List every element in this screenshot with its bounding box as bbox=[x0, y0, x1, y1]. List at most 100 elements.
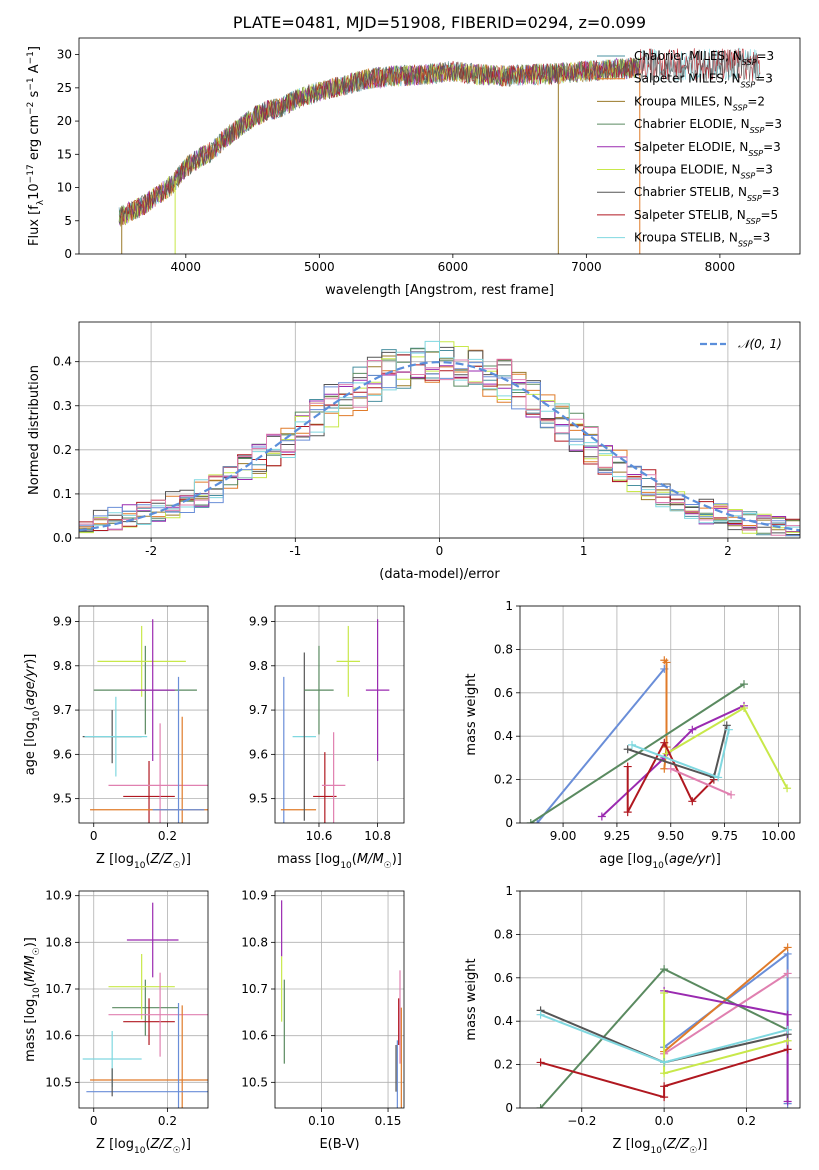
y-tick-label: 10.9 bbox=[241, 889, 268, 903]
mass-weight-marker bbox=[783, 1025, 792, 1034]
x-axis-label: Z [log10(Z/Z☉)] bbox=[613, 1137, 708, 1156]
y-tick-label: 9.5 bbox=[249, 792, 268, 806]
legend-entry: Salpeter ELODIE, NSSP=3 bbox=[634, 140, 781, 158]
y-tick-label: 10.8 bbox=[241, 935, 268, 949]
mass-weight-marker bbox=[714, 773, 723, 782]
y-tick-label: 0.8 bbox=[494, 927, 513, 941]
x-tick-label: 10.00 bbox=[761, 829, 795, 843]
mass-weight-line bbox=[601, 704, 745, 818]
mass-weight-marker bbox=[688, 797, 697, 806]
x-tick-label: 0.15 bbox=[375, 1114, 402, 1128]
x-tick-label: 10.6 bbox=[306, 829, 333, 843]
mass-weight-marker bbox=[688, 725, 697, 734]
y-tick-label: 0 bbox=[505, 1101, 513, 1115]
x-tick-label: 0 bbox=[436, 544, 444, 558]
legend-entry: Salpeter MILES, NSSP=3 bbox=[634, 72, 773, 90]
mass-weight-marker bbox=[783, 969, 792, 978]
legend-entry: Chabrier STELIB, NSSP=3 bbox=[634, 185, 779, 203]
histogram-series bbox=[79, 358, 800, 538]
legend-entry: 𝒩(0, 1) bbox=[738, 337, 782, 351]
y-tick-label: 30 bbox=[57, 48, 72, 62]
y-tick-label: 0.3 bbox=[53, 399, 72, 413]
x-tick-label: 10.8 bbox=[364, 829, 391, 843]
x-axis-label: age [log10(age/yr)] bbox=[599, 852, 721, 871]
mass-weight-marker bbox=[623, 762, 632, 771]
y-tick-label: 10.6 bbox=[45, 1029, 72, 1043]
x-tick-label: −0.2 bbox=[567, 1114, 596, 1128]
errorbar-group bbox=[281, 900, 402, 1108]
x-tick-label: 8000 bbox=[705, 260, 736, 274]
mass-weight-marker bbox=[536, 1058, 545, 1067]
x-axis-label: mass [log10(M/M☉)] bbox=[277, 852, 402, 871]
mass-weight-marker bbox=[533, 819, 542, 823]
errorbar-group bbox=[82, 902, 208, 1108]
histogram-series bbox=[79, 340, 800, 538]
y-tick-label: 9.8 bbox=[249, 659, 268, 673]
errorbar-group bbox=[280, 619, 390, 823]
y-tick-label: 10.6 bbox=[241, 1029, 268, 1043]
y-axis-label: mass weight bbox=[464, 958, 479, 1040]
chart-title: PLATE=0481, MJD=51908, FIBERID=0294, z=0… bbox=[233, 13, 646, 32]
mass-weight-marker bbox=[660, 1058, 669, 1067]
mass-weight-marker bbox=[660, 1082, 669, 1091]
mass-weight-marker bbox=[722, 721, 731, 730]
y-tick-label: 25 bbox=[57, 81, 72, 95]
x-tick-label: 9.50 bbox=[657, 829, 684, 843]
mass-weight-line bbox=[536, 668, 666, 823]
x-tick-label: -2 bbox=[145, 544, 157, 558]
mass-weight-marker bbox=[783, 943, 792, 952]
y-tick-label: 0.6 bbox=[494, 971, 513, 985]
axes-frame bbox=[78, 605, 209, 824]
x-tick-label: 4000 bbox=[171, 260, 202, 274]
x-axis-label: Z [log10(Z/Z☉)] bbox=[96, 852, 191, 871]
y-tick-label: 0 bbox=[505, 816, 513, 830]
axes-frame bbox=[78, 890, 209, 1109]
legend-entry: Chabrier MILES, NSSP=3 bbox=[634, 49, 774, 67]
normal-curve bbox=[79, 360, 800, 532]
mass-weight-marker bbox=[660, 965, 669, 974]
axes-frame bbox=[519, 890, 801, 1109]
mass-weight-marker bbox=[660, 1093, 669, 1102]
axes-frame bbox=[78, 321, 801, 539]
y-tick-label: 9.9 bbox=[53, 615, 72, 629]
y-tick-label: 9.6 bbox=[249, 747, 268, 761]
errorbar-group bbox=[82, 619, 208, 823]
y-tick-label: 0.2 bbox=[53, 443, 72, 457]
mass-weight-marker bbox=[727, 790, 736, 799]
axes-frame bbox=[519, 605, 801, 824]
mass-weight-line bbox=[665, 706, 788, 789]
x-tick-label: 0.2 bbox=[158, 1114, 177, 1128]
mass-weight-marker bbox=[526, 819, 535, 823]
x-axis-label: Z [log10(Z/Z☉)] bbox=[96, 1137, 191, 1156]
y-tick-label: 0.0 bbox=[53, 531, 72, 545]
mass-weight-line bbox=[670, 767, 732, 796]
mass-weight-marker bbox=[623, 745, 632, 754]
histogram-group bbox=[79, 340, 800, 538]
y-tick-label: 1 bbox=[505, 884, 513, 898]
y-tick-label: 9.8 bbox=[53, 659, 72, 673]
mass-weight-line bbox=[540, 1048, 788, 1099]
mass-weight-marker bbox=[660, 1069, 669, 1078]
mass-weight-marker bbox=[628, 740, 636, 749]
y-axis-label: age [log10(age/yr)] bbox=[23, 654, 42, 776]
mass-weight-line bbox=[631, 729, 730, 779]
y-tick-label: 10.9 bbox=[45, 889, 72, 903]
x-tick-label: -1 bbox=[289, 544, 301, 558]
y-tick-label: 1 bbox=[505, 599, 513, 613]
legend-entry: Salpeter STELIB, NSSP=5 bbox=[634, 208, 778, 226]
x-tick-label: 9.25 bbox=[604, 829, 631, 843]
y-tick-label: 10.5 bbox=[241, 1075, 268, 1089]
spectrum-line bbox=[118, 57, 641, 226]
mass-weight-marker bbox=[740, 703, 748, 712]
mass-weight-marker bbox=[783, 784, 792, 793]
x-tick-label: 2 bbox=[724, 544, 732, 558]
y-tick-label: 0.6 bbox=[494, 686, 513, 700]
mass-weight-marker bbox=[662, 658, 671, 667]
mass-weight-marker bbox=[724, 725, 733, 734]
legend-entry: Kroupa ELODIE, NSSP=3 bbox=[634, 163, 773, 181]
x-tick-label: 0 bbox=[90, 829, 98, 843]
y-tick-label: 10.5 bbox=[45, 1075, 72, 1089]
line-group bbox=[536, 943, 792, 1108]
y-tick-label: 9.6 bbox=[53, 747, 72, 761]
